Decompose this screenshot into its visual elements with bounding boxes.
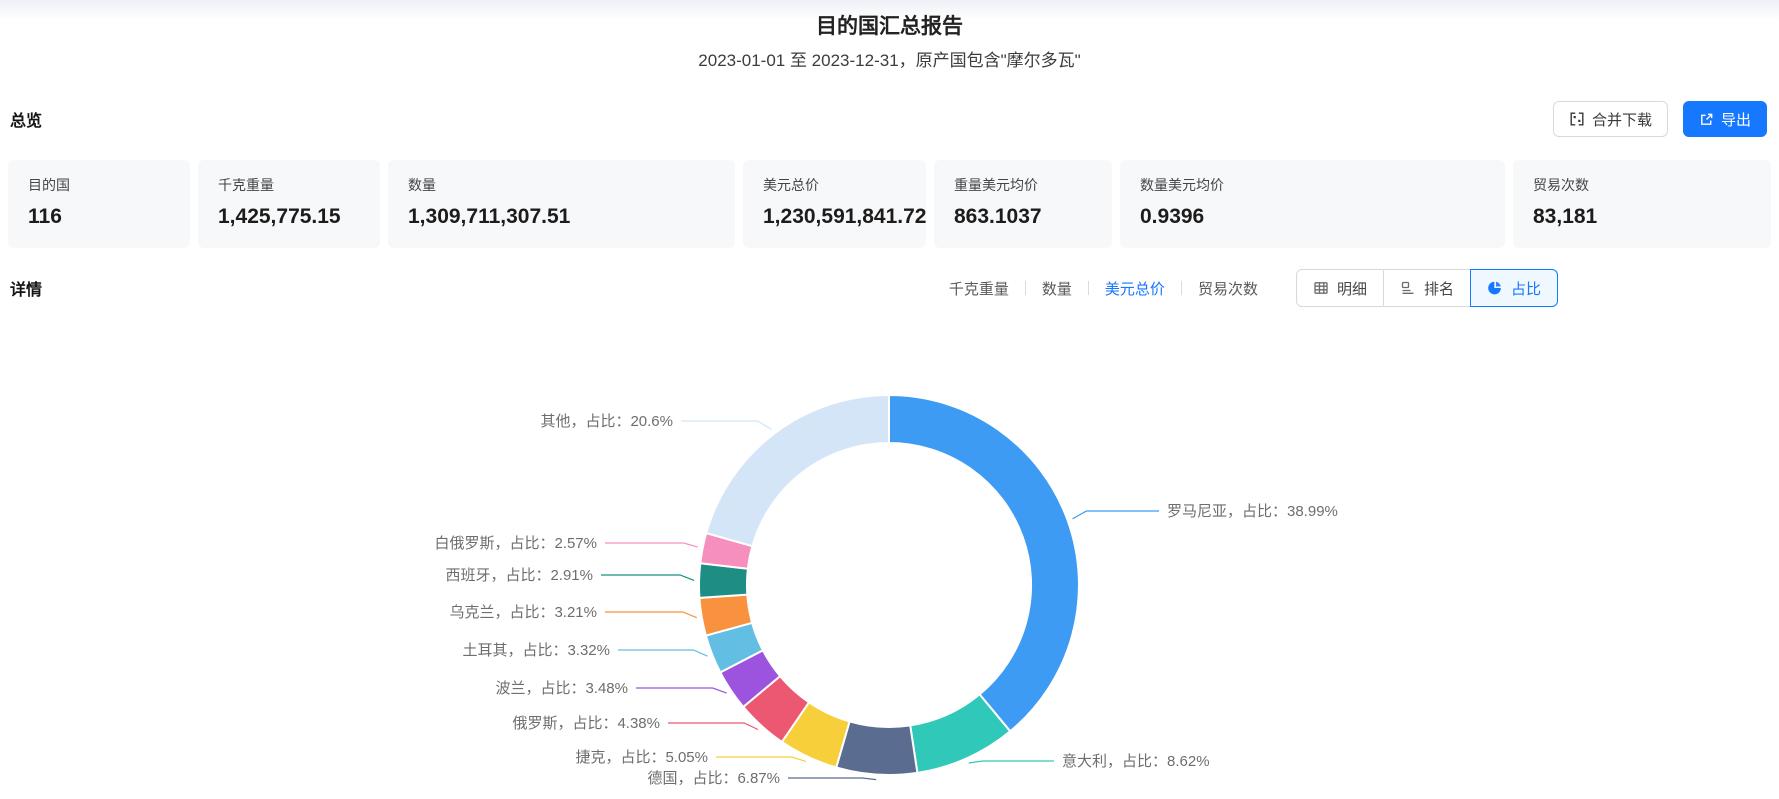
stat-label: 数量 — [408, 177, 436, 193]
stat-label: 数量美元均价 — [1140, 177, 1224, 193]
stat-card-trade-count: 贸易次数 83,181 — [1513, 160, 1771, 248]
tab-kg-weight[interactable]: 千克重量 — [948, 280, 1009, 298]
overview-heading: 总览 — [10, 113, 43, 130]
tab-quantity[interactable]: 数量 — [1041, 280, 1072, 298]
segment-label-8: 西班牙，占比：2.91% — [445, 567, 593, 584]
view-detail-button[interactable]: 明细 — [1295, 269, 1384, 307]
segment-label-5: 波兰，占比：3.48% — [495, 680, 628, 697]
donut-segment-2[interactable] — [834, 720, 919, 777]
label-leader-line-2 — [788, 777, 877, 781]
detail-controls: 千克重量 数量 美元总价 贸易次数 明细 — [949, 269, 1558, 307]
stat-value: 83,181 — [1533, 205, 1598, 228]
segment-label-3: 捷克，占比：5.05% — [575, 749, 708, 766]
export-icon — [1699, 112, 1714, 127]
label-leader-line-3 — [716, 756, 807, 762]
label-leader-line-6 — [618, 649, 708, 657]
stat-label: 贸易次数 — [1533, 177, 1589, 193]
stat-card-usd-per-quantity: 数量美元均价 0.9396 — [1120, 160, 1505, 248]
tab-divider — [1024, 281, 1026, 295]
donut-segment-0[interactable] — [888, 393, 1080, 733]
stat-value: 0.9396 — [1140, 205, 1205, 228]
tab-trade-count[interactable]: 贸易次数 — [1197, 280, 1258, 298]
stat-value: 1,230,591,841.72 — [763, 205, 927, 228]
view-switch-group: 明细 排名 占比 — [1295, 269, 1558, 307]
label-leader-line-10 — [681, 420, 772, 430]
export-button[interactable]: 导出 — [1682, 101, 1767, 137]
ranking-icon — [1400, 280, 1416, 296]
stat-card-kg-weight: 千克重量 1,425,775.15 — [198, 160, 380, 248]
page-title: 目的国汇总报告 — [816, 15, 963, 38]
view-detail-label: 明细 — [1336, 280, 1367, 298]
stat-value: 116 — [28, 205, 62, 228]
stat-label: 千克重量 — [218, 177, 274, 193]
label-leader-line-1 — [968, 760, 1054, 764]
stat-value: 1,425,775.15 — [218, 205, 341, 228]
segment-label-0: 罗马尼亚，占比：38.99% — [1167, 503, 1338, 520]
stat-card-quantity: 数量 1,309,711,307.51 — [388, 160, 735, 248]
view-proportion-label: 占比 — [1510, 280, 1541, 298]
segment-label-9: 白俄罗斯，占比：2.57% — [434, 535, 597, 552]
view-rank-label: 排名 — [1423, 280, 1454, 298]
details-heading: 详情 — [10, 282, 43, 299]
overview-cards: 目的国 116 千克重量 1,425,775.15 数量 1,309,711,3… — [8, 160, 1771, 248]
donut-segment-10[interactable] — [704, 393, 890, 548]
tab-usd-total[interactable]: 美元总价 — [1104, 280, 1165, 298]
segment-label-10: 其他，占比：20.6% — [540, 413, 673, 430]
merge-download-button[interactable]: 合并下载 — [1552, 101, 1668, 137]
label-leader-line-5 — [636, 687, 727, 694]
stat-card-usd-per-weight: 重量美元均价 863.1037 — [934, 160, 1112, 248]
view-proportion-button[interactable]: 占比 — [1469, 269, 1558, 307]
merge-download-label: 合并下载 — [1591, 111, 1652, 129]
merge-cells-icon — [1569, 111, 1585, 127]
label-leader-line-0 — [1072, 510, 1159, 520]
segment-label-1: 意大利，占比：8.62% — [1062, 752, 1210, 770]
segment-label-2: 德国，占比：6.87% — [647, 769, 780, 787]
metric-tabs: 千克重量 数量 美元总价 贸易次数 — [949, 278, 1258, 299]
stat-card-usd-total: 美元总价 1,230,591,841.72 — [743, 160, 927, 248]
stat-card-destination-countries: 目的国 116 — [8, 160, 190, 248]
segment-label-4: 俄罗斯，占比：4.38% — [512, 715, 660, 732]
label-leader-line-8 — [601, 574, 695, 581]
page-subtitle: 2023-01-01 至 2023-12-31，原产国包含"摩尔多瓦" — [698, 51, 1081, 70]
tab-divider — [1087, 281, 1089, 295]
pie-chart-icon — [1487, 280, 1503, 296]
label-leader-line-4 — [668, 722, 759, 731]
stat-label: 重量美元均价 — [954, 177, 1038, 193]
stat-value: 863.1037 — [954, 205, 1042, 228]
details-header-row: 详情 千克重量 数量 美元总价 贸易次数 明细 — [10, 266, 1558, 310]
view-rank-button[interactable]: 排名 — [1382, 269, 1471, 307]
label-leader-line-7 — [605, 611, 698, 619]
segment-label-7: 乌克兰，占比：3.21% — [449, 604, 597, 621]
table-icon — [1313, 280, 1329, 296]
export-label: 导出 — [1720, 111, 1751, 129]
donut-chart-area: 罗马尼亚，占比：38.99% 意大利，占比：8.62% 德国，占比：6.87% 捷克，… — [0, 320, 1779, 799]
stat-label: 美元总价 — [763, 177, 819, 193]
tab-divider — [1180, 281, 1182, 295]
label-leader-line-9 — [605, 542, 698, 548]
overview-header-row: 总览 合并下载 导出 — [10, 95, 1767, 143]
segment-label-6: 土耳其，占比：3.32% — [462, 642, 610, 659]
donut-chart: 罗马尼亚，占比：38.99% 意大利，占比：8.62% 德国，占比：6.87% 捷克，… — [434, 393, 1338, 787]
stat-value: 1,309,711,307.51 — [408, 205, 571, 228]
stat-label: 目的国 — [28, 177, 70, 193]
